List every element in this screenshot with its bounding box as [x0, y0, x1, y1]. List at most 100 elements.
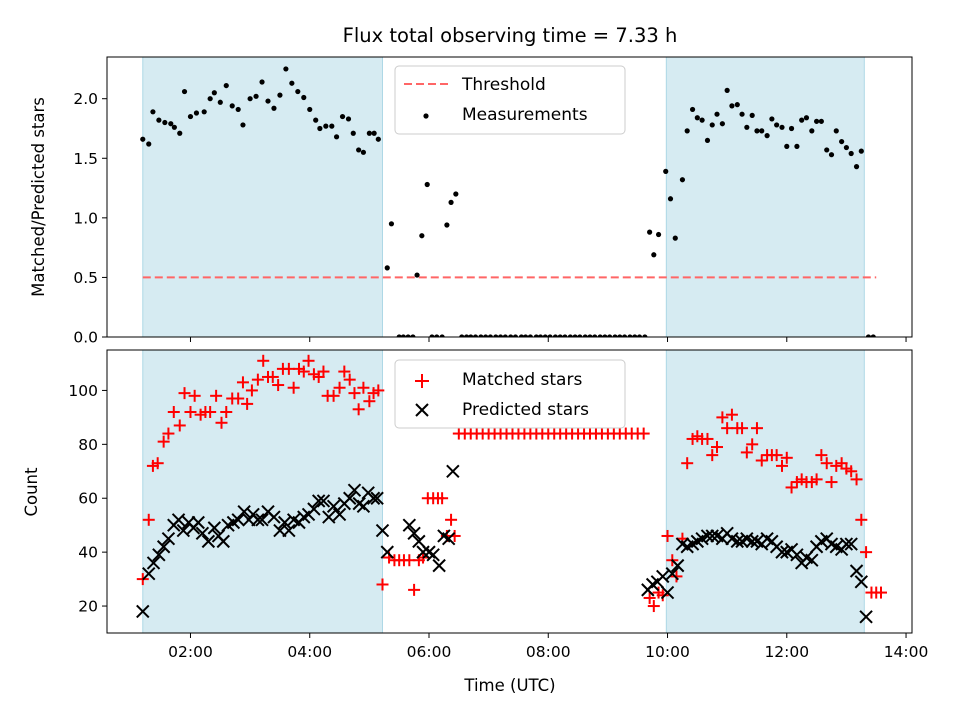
measurement-point-20 [253, 93, 259, 99]
measurement-point-85 [592, 334, 598, 337]
measurement-point-102 [679, 177, 686, 183]
matched-point-22 [251, 373, 264, 386]
predicted-point-34 [307, 502, 321, 516]
predicted-point-100 [839, 537, 854, 551]
measurement-point-123 [784, 143, 790, 149]
measurement-point-73 [533, 334, 539, 337]
matched-point-61 [445, 513, 458, 526]
matched-point-44 [363, 395, 376, 408]
measurement-point-131 [824, 147, 830, 153]
measurement-point-138 [858, 148, 864, 154]
measurement-point-121 [774, 122, 780, 128]
measurement-point-4 [162, 119, 168, 126]
measurement-point-122 [779, 124, 785, 130]
measurement-point-21 [259, 79, 265, 85]
measurement-point-113 [734, 102, 740, 108]
matched-point-132 [825, 476, 838, 489]
matched-point-107 [701, 432, 714, 445]
measurement-point-49 [414, 272, 420, 278]
predicted-point-8 [176, 523, 191, 538]
measurement-point-100 [667, 196, 674, 202]
measurement-point-93 [632, 334, 638, 337]
x-tick-label-0: 02:00 [168, 643, 213, 661]
matched-point-101 [670, 570, 683, 583]
measurement-point-31 [317, 125, 323, 132]
y-tick-label-1: 40 [78, 544, 98, 562]
predicted-point-42 [347, 483, 362, 497]
observing-span-0 [142, 349, 383, 634]
measurement-point-67 [502, 334, 508, 337]
measurement-point-82 [577, 334, 583, 337]
predicted-point-14 [207, 521, 222, 535]
measurement-point-16 [229, 103, 235, 109]
measurement-point-99 [663, 168, 669, 174]
counts-matched-points [136, 354, 887, 613]
predicted-point-44 [356, 499, 371, 514]
predicted-point-53 [416, 545, 430, 559]
x-tick-label-6: 14:00 [884, 643, 929, 661]
y-tick-label-4: 100 [68, 382, 98, 400]
predicted-point-13 [201, 534, 216, 549]
predicted-point-46 [366, 491, 381, 505]
measurement-point-12 [207, 96, 213, 102]
measurement-point-120 [769, 116, 775, 122]
predicted-point-73 [705, 529, 719, 543]
measurement-point-53 [434, 334, 440, 337]
measurement-point-71 [523, 334, 529, 337]
measurement-point-62 [478, 334, 484, 337]
y-tick-label-3: 1.5 [73, 150, 98, 168]
matched-point-32 [302, 354, 315, 367]
x-tick-label-3: 08:00 [526, 643, 571, 661]
measurement-point-124 [788, 125, 795, 132]
legend-matched-swatch [415, 374, 429, 388]
matched-point-3 [151, 457, 164, 470]
measurement-point-38 [356, 147, 362, 153]
measurement-point-68 [508, 334, 514, 337]
measurement-point-114 [739, 111, 745, 117]
measurement-point-22 [265, 98, 271, 104]
measurement-point-96 [647, 229, 653, 235]
measurement-point-10 [193, 110, 200, 116]
counts-legend-box [394, 359, 626, 429]
measurement-point-66 [497, 334, 504, 337]
counts-predicted-points [136, 464, 873, 624]
measurement-point-26 [289, 80, 295, 86]
measurement-point-13 [211, 90, 217, 96]
matched-point-14 [210, 389, 223, 402]
measurement-point-98 [655, 231, 662, 238]
y-tick-label-0: 20 [78, 598, 98, 616]
predicted-point-48 [375, 523, 390, 538]
measurement-point-23 [271, 105, 277, 111]
measurement-point-41 [371, 130, 377, 136]
predicted-point-37 [322, 510, 336, 524]
predicted-point-56 [432, 558, 446, 573]
matched-point-41 [348, 387, 361, 400]
matched-point-8 [178, 387, 191, 400]
matched-point-59 [436, 492, 449, 505]
measurement-point-56 [448, 199, 454, 205]
measurement-point-58 [459, 334, 465, 337]
measurement-point-29 [307, 106, 313, 113]
ratio-panel: 0.00.51.01.52.0 Matched/Predicted stars … [29, 56, 913, 347]
measurement-point-89 [612, 334, 618, 337]
legend-measurements-swatch [423, 113, 429, 119]
measurement-point-84 [587, 334, 593, 337]
measurement-point-132 [828, 152, 835, 158]
measurement-point-128 [809, 128, 815, 134]
matched-point-112 [725, 408, 738, 421]
legend-measurements-label: Measurements [462, 105, 588, 125]
measurement-point-54 [439, 334, 445, 337]
predicted-point-26 [267, 510, 281, 524]
measurement-point-63 [483, 334, 489, 337]
measurement-point-90 [617, 334, 623, 337]
measurement-point-119 [764, 133, 770, 139]
matched-point-28 [282, 362, 295, 375]
matched-point-131 [820, 457, 833, 470]
counts-shaded-spans [142, 349, 865, 634]
measurement-point-37 [350, 130, 356, 136]
measurement-point-116 [749, 112, 755, 118]
matched-point-53 [408, 583, 421, 596]
y-tick-label-1: 0.5 [73, 269, 98, 287]
measurement-point-135 [843, 144, 850, 151]
measurement-point-81 [572, 334, 578, 337]
